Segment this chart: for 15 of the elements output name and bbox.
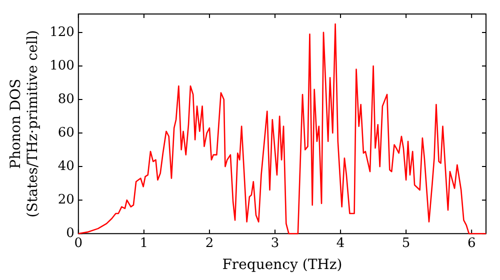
y-tick-label: 60 xyxy=(58,125,74,140)
x-tick-label: 3 xyxy=(270,236,280,251)
y-tick-label: 0 xyxy=(66,226,74,241)
x-tick-label: 1 xyxy=(140,236,148,251)
y-axis-title: Phonon DOS (States/THz·primitive cell) xyxy=(8,30,41,218)
x-tick-label: 5 xyxy=(402,236,410,251)
y-tick-label: 40 xyxy=(58,158,74,174)
y-tick-label: 80 xyxy=(58,92,74,107)
x-axis-title: Frequency (THz) xyxy=(222,257,342,274)
x-tick-label: 6 xyxy=(467,236,476,251)
y-tick-label: 20 xyxy=(58,192,74,208)
x-tick-label: 4 xyxy=(336,236,345,251)
y-tick-label: 100 xyxy=(50,58,74,74)
x-tick-label: 2 xyxy=(205,236,214,251)
y-tick-label: 120 xyxy=(50,24,74,40)
